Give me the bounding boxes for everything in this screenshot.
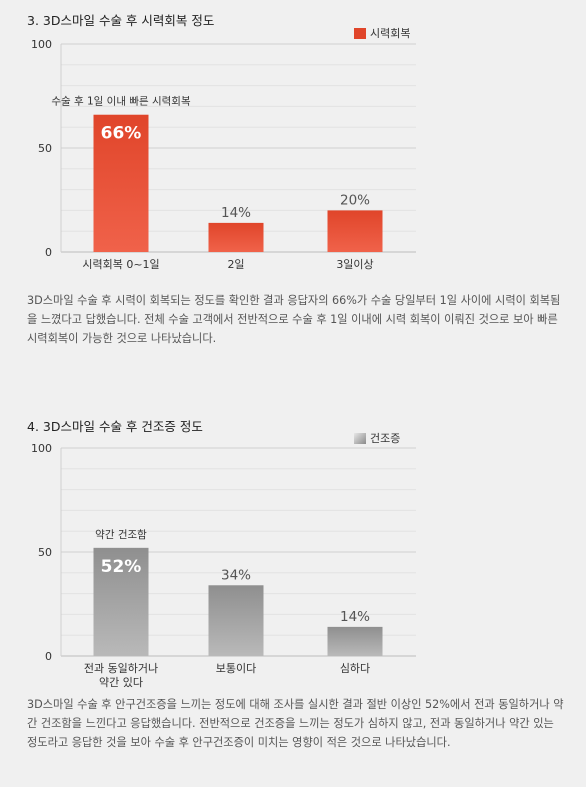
section-title: 3. 3D스마일 수술 후 시력회복 정도	[27, 13, 215, 28]
y-tick-label: 100	[31, 38, 52, 51]
section-dryness: 4. 3D스마일 수술 후 건조증 정도 건조증 0 50 100 52% 약간 건조함…	[0, 404, 586, 787]
y-tick-label: 0	[45, 650, 52, 663]
y-tick-label: 50	[38, 142, 52, 155]
data-label: 52%	[101, 557, 142, 577]
x-category-label: 전과 동일하거나 약간 있다	[84, 661, 158, 689]
x-category-label: 심하다	[340, 661, 370, 675]
y-tick-label: 0	[45, 246, 52, 259]
chart-legend: 건조증	[354, 430, 400, 446]
data-label: 14%	[221, 205, 251, 221]
description-paragraph: 3D스마일 수술 후 시력이 회복되는 정도를 확인한 결과 응답자의 66%가…	[27, 294, 561, 345]
chart-legend: 시력회복	[354, 25, 410, 41]
legend-swatch	[354, 432, 366, 444]
data-label: 66%	[101, 124, 142, 144]
bar-annotation: 수술 후 1일 이내 빠른 시력회복	[51, 95, 191, 108]
legend-swatch	[354, 27, 366, 39]
x-category-label: 2일	[227, 257, 244, 271]
bar	[208, 222, 264, 252]
section-vision-recovery: 3. 3D스마일 수술 후 시력회복 정도 시력회복 0 50 100 66% 수술 후…	[27, 13, 561, 345]
description-paragraph: 3D스마일 수술 후 안구건조증을 느끼는 정도에 대해 조사를 실시한 결과 …	[27, 698, 564, 749]
x-category-label: 보통이다	[216, 662, 256, 675]
data-label: 20%	[340, 192, 370, 208]
data-label: 34%	[221, 567, 251, 583]
bar-annotation: 약간 건조함	[95, 529, 147, 541]
y-tick-label: 100	[31, 442, 52, 455]
y-tick-label: 50	[38, 546, 52, 559]
bar	[93, 114, 149, 252]
legend-label: 건조증	[370, 432, 401, 445]
section-title: 4. 3D스마일 수술 후 건조증 정도	[27, 419, 203, 434]
bar	[208, 585, 264, 656]
legend-label: 시력회복	[370, 27, 411, 40]
x-category-label: 시력회복 0~1일	[82, 257, 159, 271]
bar	[327, 626, 383, 656]
data-label: 14%	[340, 609, 370, 625]
bar	[93, 547, 149, 656]
x-category-label: 3일이상	[336, 257, 373, 271]
bar	[327, 210, 383, 252]
